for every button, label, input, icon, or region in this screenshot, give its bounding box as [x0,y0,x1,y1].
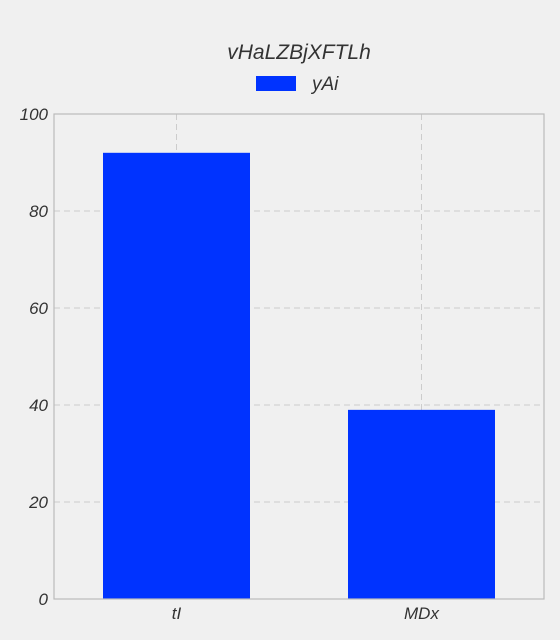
y-tick-label: 60 [29,299,48,318]
y-tick-label: 40 [29,396,48,415]
legend: yAi [256,74,339,95]
x-tick-label: MDx [404,604,439,623]
plot-frame [53,113,545,600]
x-axis-ticks: tI MDx [172,604,440,623]
y-tick-label: 80 [29,202,48,221]
chart-title: vHaLZBjXFTLh [227,41,371,64]
bar-mdx [348,409,495,599]
legend-swatch [256,76,296,91]
bar-ti [103,152,250,600]
legend-label: yAi [310,74,339,95]
y-axis-ticks: 0 20 40 60 80 100 [20,105,49,609]
bars [103,152,495,600]
x-tick-label: tI [172,604,182,623]
y-tick-label: 0 [39,590,49,609]
y-tick-label: 20 [28,493,48,512]
y-tick-label: 100 [20,105,49,124]
